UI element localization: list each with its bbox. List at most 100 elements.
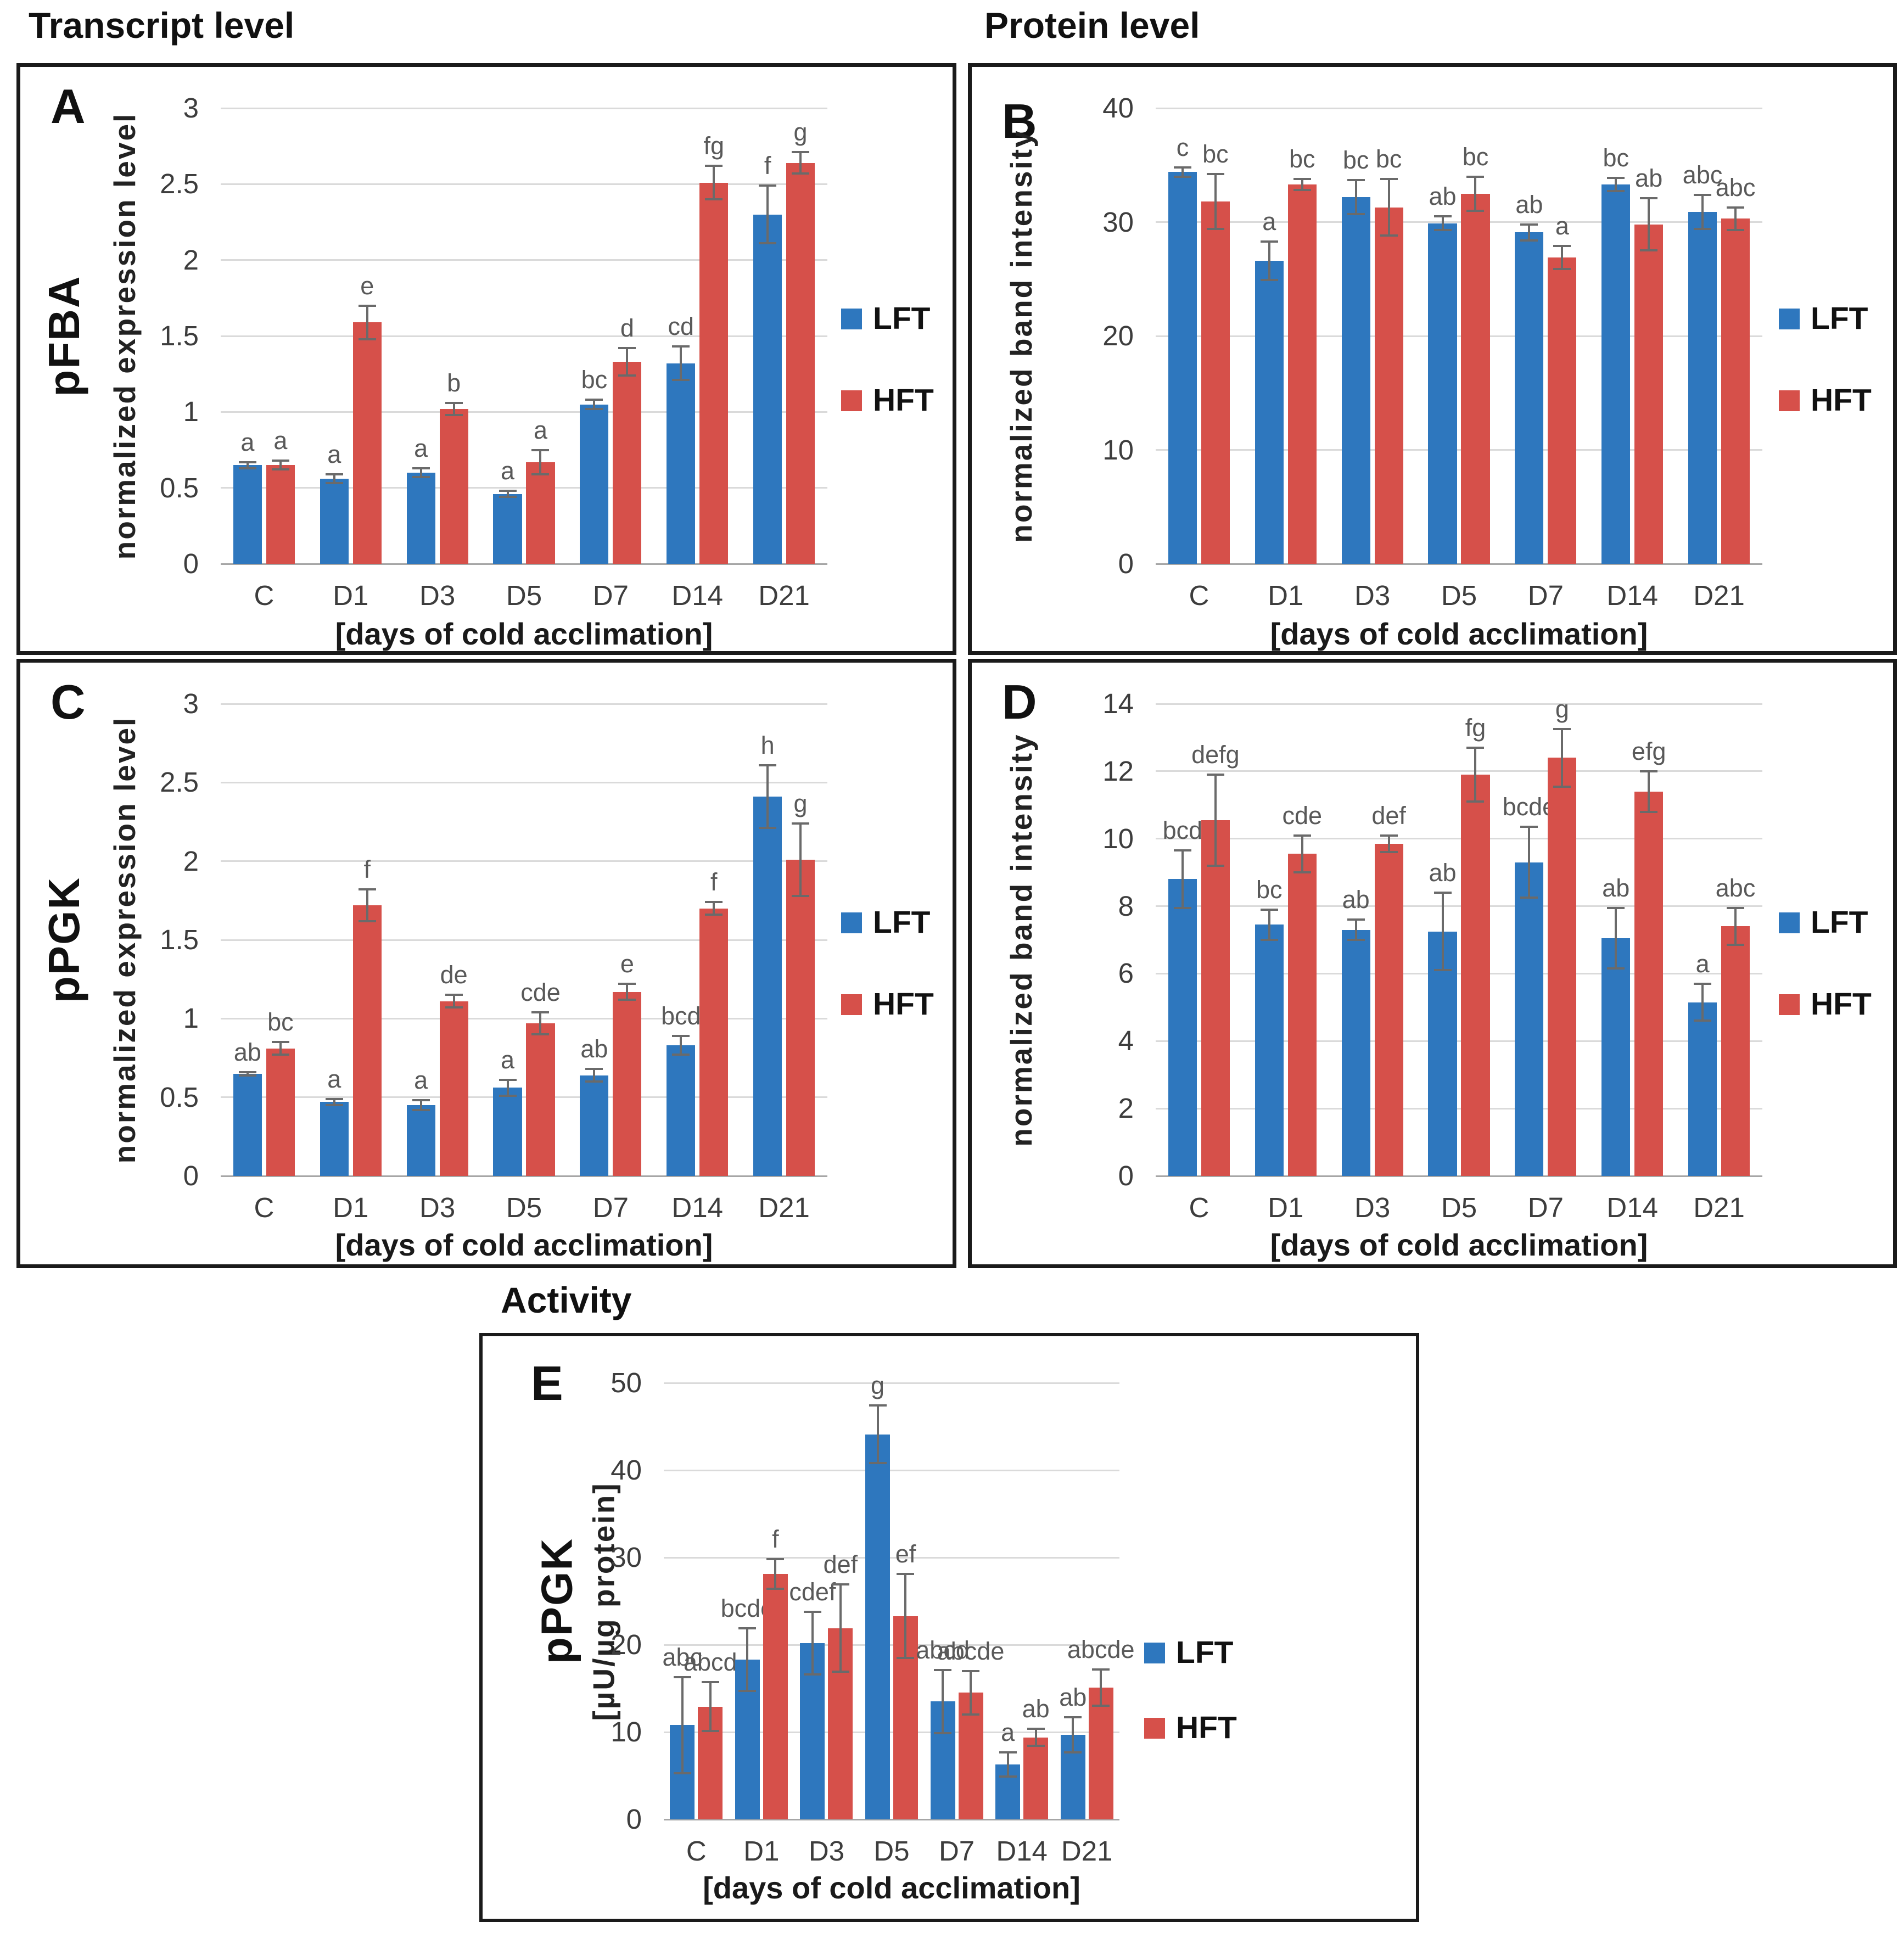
significance-letter: ab [1635, 164, 1663, 192]
gridline [221, 781, 827, 783]
error-cap-bottom [325, 482, 343, 485]
error-cap-bottom [738, 1690, 757, 1693]
y-tick-label: 14 [1102, 688, 1134, 719]
bar-lft-d14 [1601, 938, 1631, 1176]
significance-letter: ab [1342, 886, 1370, 914]
error-cap-top [1380, 177, 1398, 180]
legend-item-hft: HFT [841, 989, 934, 1020]
bar-hft-d14 [1634, 224, 1664, 564]
error-cap-bottom [1607, 967, 1625, 970]
error-bar [366, 889, 368, 921]
bar-hft-d1 [1287, 184, 1317, 564]
bar-hft-d14 [1023, 1737, 1049, 1819]
error-bar [1648, 771, 1650, 812]
bar-lft-c [1168, 172, 1197, 564]
legend-swatch-hft-icon [1779, 994, 1800, 1015]
gridline [1156, 905, 1762, 907]
error-bar [419, 1100, 422, 1110]
error-bar [713, 902, 715, 915]
error-bar [593, 400, 596, 409]
x-tick-label: C [1189, 580, 1209, 611]
legend-label-hft: HFT [1176, 1710, 1237, 1745]
error-cap-bottom [1173, 175, 1191, 178]
y-tick-label: 4 [1118, 1025, 1134, 1057]
significance-letter: abcde [1067, 1635, 1135, 1663]
bar-hft-d21 [1721, 926, 1750, 1176]
error-cap-top [962, 1669, 980, 1672]
y-tick-label: 2 [183, 244, 199, 276]
error-bar [1615, 177, 1617, 192]
error-bar [1561, 729, 1564, 787]
error-cap-top [271, 1041, 289, 1044]
significance-letter: a [327, 1064, 341, 1093]
error-cap-bottom [1466, 209, 1485, 212]
y-tick-label: 0.5 [160, 1081, 199, 1113]
error-cap-top [1347, 918, 1365, 921]
bar-lft-d7 [580, 1075, 609, 1176]
legend-label-hft: HFT [873, 383, 934, 418]
error-cap-top [1206, 774, 1224, 776]
error-cap-bottom [499, 496, 517, 498]
error-cap-bottom [412, 1108, 430, 1111]
error-bar [1648, 198, 1650, 251]
y-tick-label: 20 [1102, 320, 1134, 351]
error-cap-top [1206, 173, 1224, 176]
error-bar [626, 348, 629, 376]
significance-letter: abcde [937, 1637, 1005, 1665]
bar-lft-d1 [320, 1102, 349, 1176]
significance-letter: defg [1191, 741, 1240, 769]
panel-letter-c: C [51, 675, 86, 729]
y-tick-label: 0 [1118, 1160, 1134, 1191]
error-cap-bottom [672, 1054, 690, 1056]
significance-letter: abcd [683, 1648, 737, 1677]
error-bar [279, 460, 282, 470]
error-cap-top [358, 888, 376, 891]
error-cap-top [445, 994, 463, 996]
significance-letter: bc [1342, 145, 1369, 174]
y-tick-label: 0 [183, 1160, 199, 1191]
error-bar [333, 474, 335, 484]
error-cap-bottom [1380, 234, 1398, 237]
error-bar [1354, 180, 1357, 214]
gridline [664, 1731, 1119, 1733]
error-cap-top [1520, 223, 1538, 226]
significance-letter: f [772, 1525, 779, 1554]
y-tick-label: 0 [183, 548, 199, 579]
significance-letter: ab [1515, 190, 1543, 218]
bar-lft-d7 [1515, 862, 1544, 1176]
error-bar [811, 1611, 814, 1675]
x-tick-label: D7 [592, 580, 629, 611]
error-bar [452, 402, 455, 415]
legend-swatch-lft-icon [841, 912, 862, 933]
error-cap-top [1553, 728, 1571, 731]
significance-letter: b [447, 368, 461, 397]
error-cap-bottom [1727, 229, 1745, 232]
error-bar [246, 462, 249, 468]
error-cap-top [1553, 245, 1571, 248]
error-cap-bottom [499, 1094, 517, 1097]
error-cap-bottom [358, 920, 376, 922]
error-cap-top [1466, 746, 1485, 749]
error-bar [1474, 176, 1477, 211]
error-cap-top [1092, 1668, 1110, 1671]
panel-c: C pPGK normalized expression level 0 0.5 1… [16, 659, 956, 1268]
error-cap-bottom [531, 473, 550, 475]
significance-letter: cde [1282, 801, 1323, 830]
error-cap-bottom [705, 914, 723, 916]
bar-lft-d14 [667, 1045, 696, 1176]
error-cap-bottom [1206, 227, 1224, 230]
x-tick-label: D7 [1527, 580, 1564, 611]
error-cap-top [897, 1573, 915, 1576]
error-cap-top [673, 1676, 691, 1678]
significance-letter: g [1555, 695, 1569, 724]
x-tick-label: D14 [671, 580, 723, 611]
error-cap-bottom [1694, 227, 1712, 230]
error-cap-top [1173, 166, 1191, 169]
error-cap-bottom [358, 338, 376, 340]
error-cap-top [1727, 906, 1745, 909]
error-bar [506, 491, 509, 497]
significance-letter: a [414, 1066, 428, 1095]
significance-letter: abc [1715, 873, 1756, 902]
y-tick-label: 1.5 [160, 320, 199, 351]
